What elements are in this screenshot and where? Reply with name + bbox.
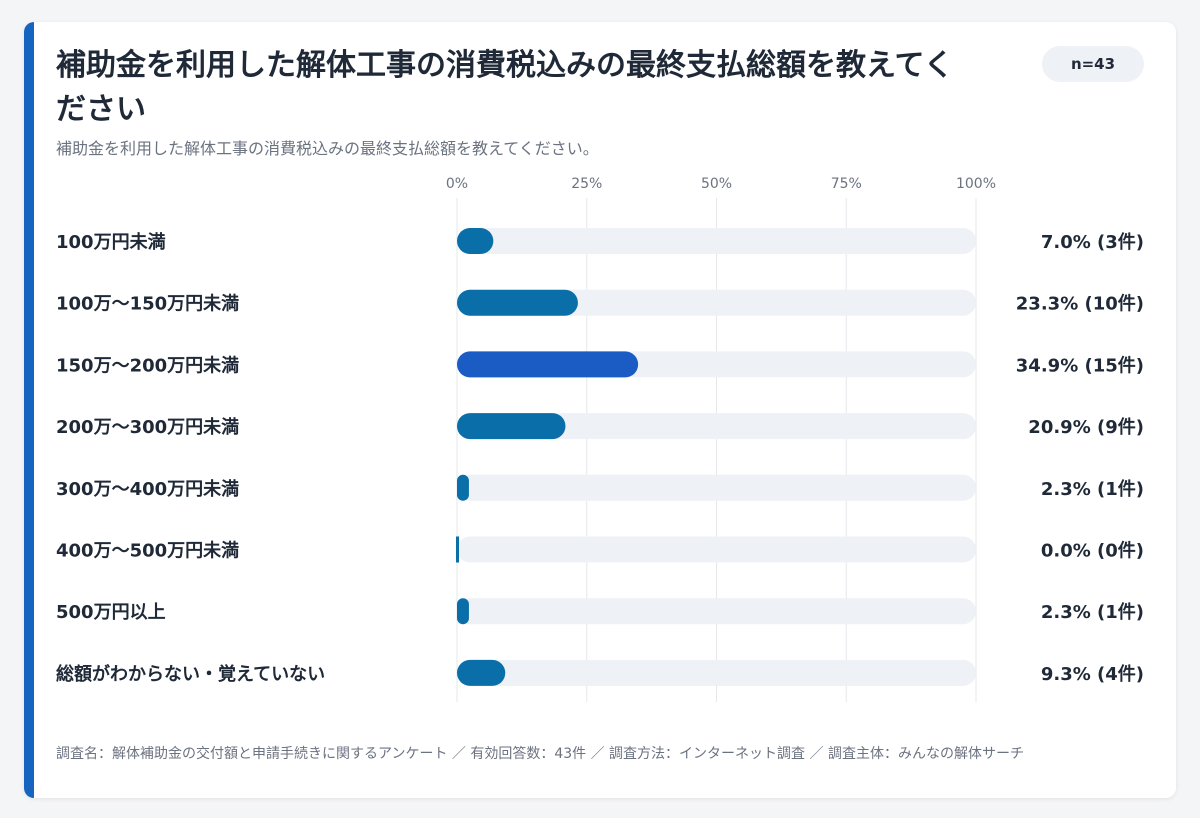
bar-chart: 0% 25% 50% 75% 100% 100万円未満 7.0% (3件) 100万～150万… <box>56 176 1144 702</box>
chart-title: 補助金を利用した解体工事の消費税込みの最終支払総額を教えてください <box>56 48 954 127</box>
x-tick-label: 100% <box>956 176 996 192</box>
bar <box>457 351 639 378</box>
bar <box>457 659 506 686</box>
bar <box>457 598 469 625</box>
value-label: 23.3% (10件) <box>1016 293 1144 315</box>
category-label: 200万～300万円未満 <box>56 416 239 438</box>
bar <box>457 289 578 316</box>
chart-card: 補助金を利用した解体工事の消費税込みの最終支払総額を教えてください 補助金を利用… <box>24 22 1176 798</box>
value-label: 9.3% (4件) <box>1041 663 1144 685</box>
bar-track <box>457 413 976 440</box>
accent-bar <box>24 22 34 798</box>
bar <box>456 536 459 563</box>
value-label: 20.9% (9件) <box>1028 416 1144 438</box>
bar-track <box>457 289 976 316</box>
category-label: 100万円未満 <box>56 231 166 253</box>
category-label: 150万～200万円未満 <box>56 354 239 376</box>
bar-track <box>457 474 976 501</box>
bar <box>457 474 469 501</box>
x-tick-label: 75% <box>831 176 862 192</box>
category-label: 100万～150万円未満 <box>56 293 239 315</box>
category-label: 400万～500万円未満 <box>56 540 239 562</box>
value-label: 7.0% (3件) <box>1041 231 1144 253</box>
sample-size-badge: n=43 <box>1042 46 1144 82</box>
x-tick-label: 0% <box>446 176 468 192</box>
value-label: 2.3% (1件) <box>1041 478 1144 500</box>
chart-subtitle: 補助金を利用した解体工事の消費税込みの最終支払総額を教えてください。 <box>56 139 599 158</box>
bar-track <box>457 659 976 686</box>
x-tick-label: 25% <box>571 176 602 192</box>
value-label: 2.3% (1件) <box>1041 601 1144 623</box>
value-label: 34.9% (15件) <box>1016 354 1144 376</box>
category-label: 500万円以上 <box>56 602 166 623</box>
bar <box>457 413 566 440</box>
value-label: 0.0% (0件) <box>1041 540 1144 562</box>
category-label: 総額がわからない・覚えていない <box>56 663 325 685</box>
bar-track <box>457 228 976 254</box>
category-label: 300万～400万円未満 <box>56 478 239 500</box>
survey-footer: 調査名：解体補助金の交付額と申請手続きに関するアンケート ／ 有効回答数：43件… <box>56 746 1024 762</box>
bar-track <box>457 598 976 625</box>
x-tick-label: 50% <box>701 176 732 192</box>
bar-track <box>457 536 976 563</box>
bar <box>457 228 494 254</box>
